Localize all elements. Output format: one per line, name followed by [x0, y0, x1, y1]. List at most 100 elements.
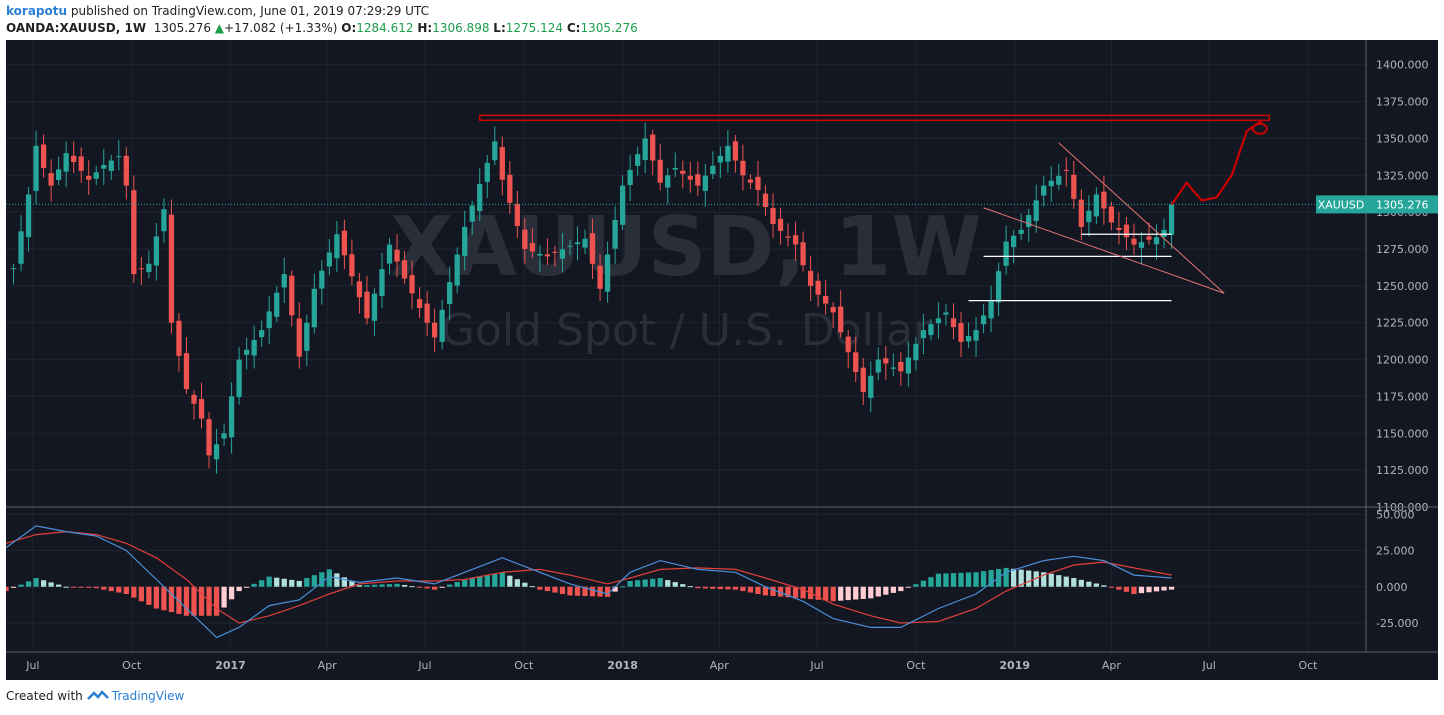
candle-body: [717, 155, 724, 163]
candle-body: [792, 235, 799, 245]
macd-histogram-bar: [386, 584, 393, 587]
macd-histogram-bar: [424, 586, 430, 589]
macd-histogram-bar: [364, 585, 370, 587]
candle-body: [507, 174, 513, 203]
chart-svg[interactable]: Jul Oct 2017 Apr Jul Oct 2018 Apr Jul Oct 2019 Apr J…: [6, 40, 1438, 680]
macd-histogram-bar: [747, 586, 754, 593]
chart-area[interactable]: Jul Oct 2017 Apr Jul Oct 2018 Apr Jul Oct 2019 Apr J…: [6, 40, 1438, 680]
tradingview-logo-icon: [86, 690, 109, 700]
candle-body: [514, 203, 520, 226]
candle-body: [1108, 206, 1115, 223]
candle-body: [725, 145, 731, 162]
macd-histogram-bar: [980, 571, 987, 587]
macd-histogram-bar: [431, 586, 438, 590]
candle-body: [10, 268, 17, 270]
macd-tick-label: -25.000: [1376, 617, 1418, 630]
candle-body: [1003, 241, 1009, 266]
macd-histogram-bar: [552, 586, 558, 593]
price-tick-label: 1200.000: [1376, 354, 1429, 367]
macd-histogram-bar: [131, 586, 137, 598]
candle-body: [176, 320, 182, 356]
time-tick-label: Jul: [1202, 659, 1216, 672]
macd-histogram-bar: [988, 570, 994, 587]
time-tick-label: Jul: [25, 659, 39, 672]
macd-histogram-bar: [176, 586, 182, 614]
macd-histogram-bar: [823, 586, 829, 601]
macd-histogram-bar: [183, 586, 190, 616]
candle-body: [1063, 169, 1069, 171]
candle-body: [161, 209, 167, 232]
candle-body: [123, 155, 129, 186]
macd-histogram-bar: [349, 581, 355, 587]
time-tick-label: Apr: [710, 659, 730, 672]
candle-body: [815, 280, 821, 295]
candle-body: [183, 353, 190, 390]
candle-body: [191, 394, 197, 404]
candle-body: [244, 349, 250, 355]
macd-histogram-bar: [589, 586, 596, 597]
author-link[interactable]: korapotu: [6, 4, 68, 18]
candle-body: [597, 265, 603, 289]
macd-histogram-bar: [665, 580, 671, 587]
macd-histogram-bar: [815, 586, 821, 600]
watermark-description: Gold Spot / U.S. Dollar: [441, 305, 932, 356]
candle-body: [627, 169, 633, 186]
macd-histogram-bar: [401, 585, 408, 587]
published-text: published on TradingView.com, June 01, 2…: [70, 4, 429, 18]
macd-histogram-bar: [650, 578, 656, 587]
candle-body: [853, 352, 859, 373]
macd-histogram-bar: [1116, 586, 1122, 590]
macd-line: [6, 525, 1172, 639]
candle-body: [747, 179, 754, 183]
candle-body: [296, 318, 302, 357]
macd-histogram-bar: [1048, 573, 1054, 587]
macd-histogram-bar: [732, 586, 739, 590]
candle-body: [349, 254, 355, 277]
candle-body: [439, 309, 445, 342]
candle-body: [101, 164, 107, 169]
macd-histogram-bar: [296, 580, 302, 587]
macd-histogram-bar: [905, 586, 912, 588]
symbol-tag-bg: [1316, 195, 1366, 214]
low-label: L:: [493, 21, 506, 35]
wedge-upper-line: [1058, 142, 1225, 294]
macd-histogram-bar: [499, 572, 505, 587]
open-label: O:: [341, 21, 357, 35]
macd-histogram-bar: [439, 586, 445, 588]
macd-histogram-bar: [792, 586, 799, 598]
macd-histogram-bar: [86, 586, 92, 588]
price-tick-label: 1400.000: [1376, 59, 1429, 72]
candle-body: [1033, 200, 1039, 221]
candle-body: [431, 322, 438, 338]
macd-histogram-bar: [973, 572, 979, 587]
candle-body: [875, 359, 881, 373]
created-with-text: Created with: [6, 689, 83, 703]
macd-histogram-bar: [244, 586, 250, 588]
high-value: 1306.898: [432, 21, 490, 35]
macd-histogram-bar: [710, 586, 716, 589]
tradingview-link[interactable]: TradingView: [111, 689, 185, 703]
macd-histogram-bar: [1086, 581, 1092, 587]
macd-histogram-bar: [514, 579, 520, 587]
macd-histogram-bar: [680, 584, 686, 587]
time-tick-label: 2019: [999, 659, 1030, 672]
candle-body: [206, 419, 212, 456]
macd-histogram-bar: [582, 586, 588, 597]
macd-histogram-bar: [48, 582, 54, 587]
candle-body: [695, 174, 701, 186]
candle-body: [868, 375, 874, 398]
signal-line: [6, 530, 1172, 624]
candle-body: [221, 433, 227, 439]
candle-body: [1138, 242, 1145, 248]
candle-body: [732, 141, 739, 161]
macd-histogram-bar: [447, 584, 453, 587]
candle-body: [356, 281, 363, 298]
candle-body: [965, 335, 972, 342]
macd-histogram-bar: [116, 586, 122, 593]
candle-body: [236, 359, 242, 398]
candle-body: [1048, 180, 1054, 187]
macd-histogram-bar: [1056, 575, 1062, 587]
macd-histogram-bar: [416, 586, 423, 588]
candle-body: [657, 159, 663, 183]
macd-histogram-bar: [108, 586, 114, 592]
